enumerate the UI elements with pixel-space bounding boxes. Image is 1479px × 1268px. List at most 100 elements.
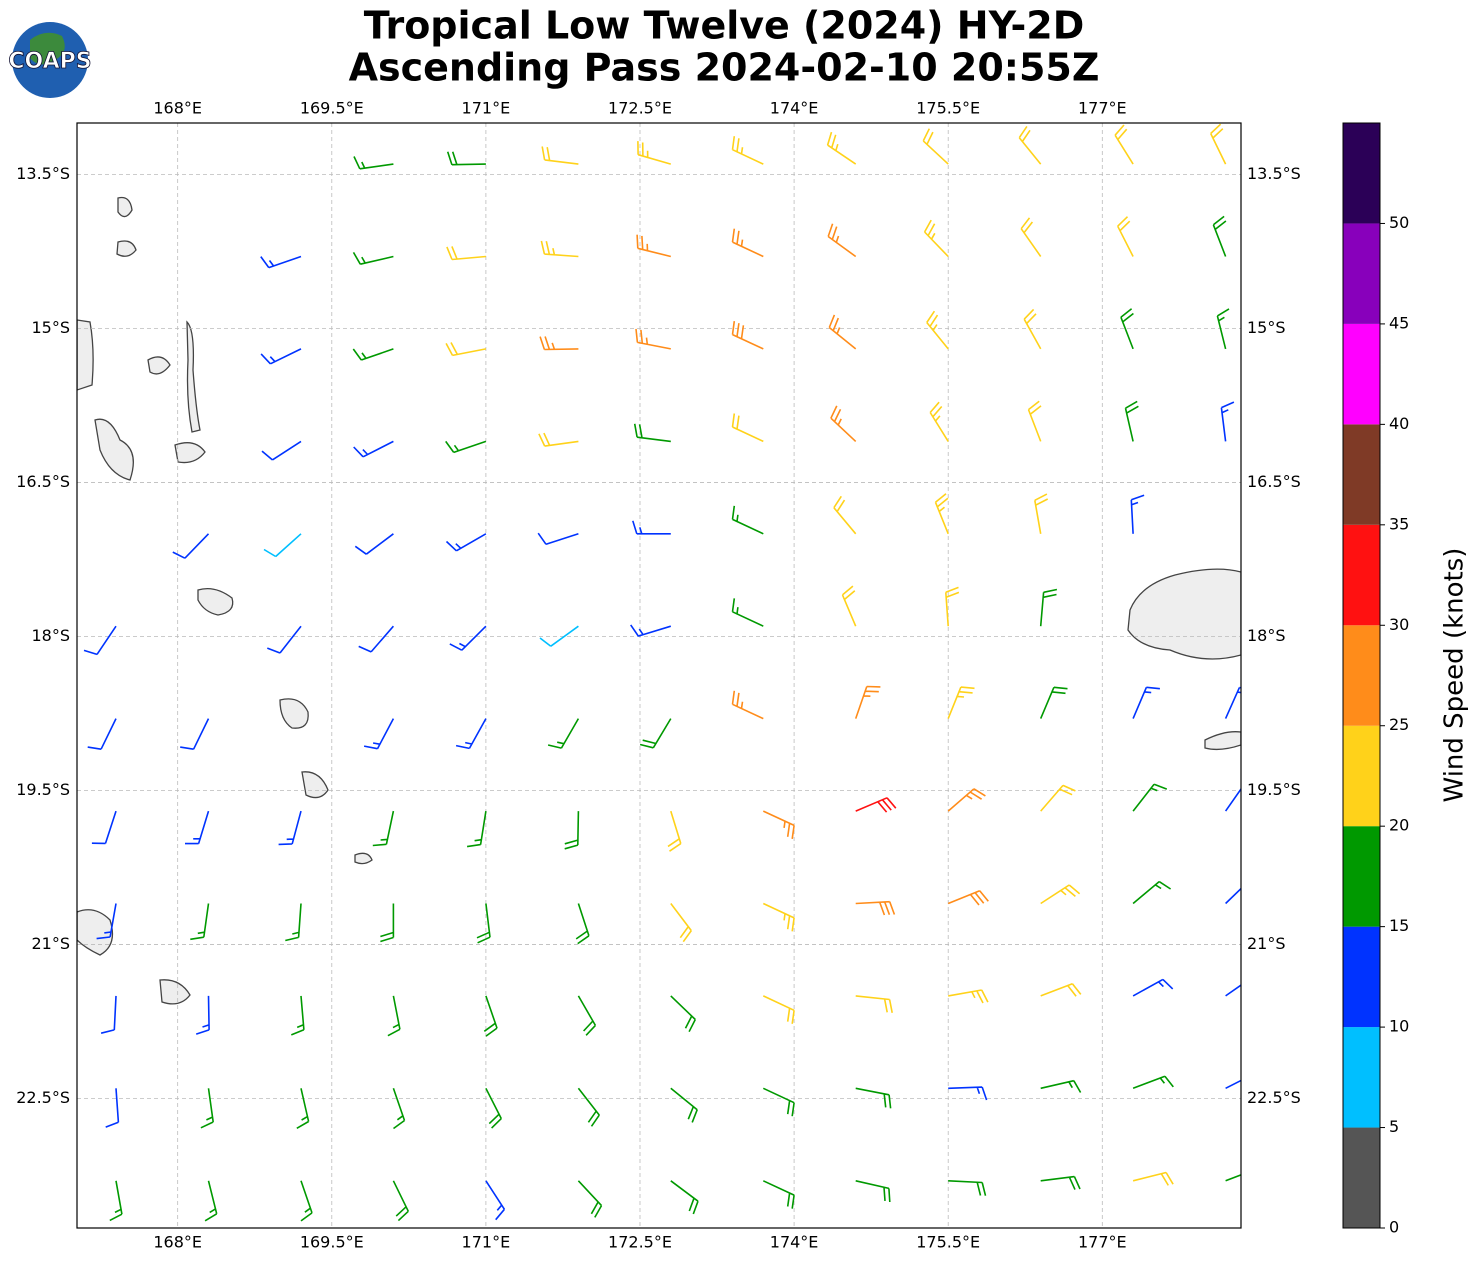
wind-barb — [392, 1088, 406, 1130]
wind-barb — [1132, 880, 1172, 905]
wind-barb — [466, 810, 487, 848]
wind-barb — [827, 223, 857, 258]
wind-barb — [1132, 978, 1174, 997]
wind-barb — [855, 900, 896, 916]
wind-barb — [731, 413, 764, 443]
wind-barb — [261, 440, 302, 461]
x-tick-label: 174°E — [770, 1233, 819, 1252]
map-frame — [76, 122, 1242, 1229]
island — [159, 979, 191, 1005]
island — [186, 320, 201, 433]
wind-barb — [762, 1180, 795, 1209]
wind-barb — [855, 797, 897, 813]
wind-barb — [575, 903, 590, 945]
wind-barb — [372, 810, 395, 847]
wind-barb — [1224, 787, 1241, 812]
wind-barb — [380, 903, 395, 943]
island — [279, 698, 309, 729]
wind-barb — [762, 1087, 795, 1117]
wind-barb — [1225, 1079, 1241, 1090]
wind-barb — [260, 255, 302, 269]
x-tick-label: 171°E — [462, 99, 511, 118]
colorbar-tick-label: 10 — [1389, 1017, 1409, 1036]
wind-barb — [83, 625, 117, 656]
wind-barb — [547, 718, 580, 749]
y-tick-label: 16.5°S — [1247, 472, 1301, 491]
island — [117, 196, 133, 218]
wind-barb — [855, 1087, 892, 1109]
wind-barb — [577, 1087, 600, 1127]
colorbar-tick-label: 5 — [1389, 1117, 1399, 1136]
island — [77, 319, 94, 391]
colorbar-segment — [1343, 123, 1380, 224]
wind-barb — [762, 902, 795, 932]
wind-barb — [446, 246, 486, 261]
y-tick-label: 22.5°S — [1247, 1088, 1301, 1107]
colorbar-segment — [1343, 926, 1380, 1028]
wind-barb — [539, 625, 579, 647]
wind-barb — [1224, 686, 1241, 719]
wind-barb — [934, 493, 949, 535]
wind-barb — [1132, 783, 1168, 812]
island — [147, 356, 171, 375]
wind-barb — [358, 625, 395, 653]
wind-barb — [263, 533, 302, 558]
colorbar-tick-label: 40 — [1389, 414, 1409, 433]
logo: COAPS — [8, 22, 92, 98]
wind-barb — [1040, 982, 1082, 997]
wind-barb — [455, 718, 487, 750]
logo-land — [30, 32, 65, 65]
logo-text: COAPS — [8, 49, 91, 74]
wind-barb — [476, 903, 491, 944]
y-tick-label: 16.5°S — [16, 472, 70, 491]
x-tick-label: 177°E — [1078, 99, 1127, 118]
wind-barb — [670, 1087, 698, 1123]
x-tick-label: 171°E — [462, 1233, 511, 1252]
wind-barb — [667, 810, 682, 852]
wind-barb — [1225, 887, 1241, 905]
plot-area — [77, 123, 1241, 1228]
y-tick-label: 21°S — [31, 934, 70, 953]
colorbar-segment — [1343, 1027, 1380, 1128]
wind-barb — [633, 423, 671, 443]
wind-barb — [195, 995, 210, 1035]
y-tick-label: 18°S — [1247, 626, 1286, 645]
wind-barb — [540, 240, 579, 258]
island — [301, 771, 329, 799]
wind-barb — [577, 995, 597, 1036]
wind-barb — [485, 1180, 506, 1221]
wind-barb — [830, 405, 857, 442]
wind-barb — [296, 1088, 310, 1129]
colorbar-tick-label: 45 — [1389, 313, 1409, 332]
wind-barb — [352, 348, 394, 361]
x-tick-label: 169.5°E — [300, 99, 364, 118]
wind-barb — [352, 252, 394, 265]
y-tick-label: 22.5°S — [16, 1088, 70, 1107]
island — [174, 442, 206, 464]
wind-barb — [854, 685, 881, 719]
chart-title: Ascending Pass 2024-02-10 20:55Z — [349, 46, 1100, 90]
colorbar-tick-label: 35 — [1389, 514, 1409, 533]
wind-barb — [1023, 308, 1042, 350]
wind-barb — [670, 1180, 699, 1215]
y-tick-label: 13.5°S — [16, 164, 70, 183]
wind-barb — [538, 432, 579, 447]
colorbar-segment — [1343, 826, 1380, 927]
wind-barb — [826, 131, 857, 165]
wind-barb — [278, 810, 302, 846]
colorbar-label: Wind Speed (knots) — [1440, 548, 1470, 803]
wind-barb — [1040, 1175, 1081, 1190]
colorbar-segment — [1343, 323, 1380, 425]
colorbar-segment — [1343, 524, 1380, 626]
wind-barb — [632, 520, 671, 535]
wind-barb — [855, 995, 893, 1013]
wind-barb — [91, 810, 117, 845]
colorbar-tick-label: 0 — [1389, 1218, 1399, 1237]
wind-barb — [387, 995, 401, 1037]
wind-barb — [948, 1086, 988, 1101]
wind-barb — [539, 336, 579, 351]
wind-barb — [635, 328, 671, 350]
wind-barb — [922, 128, 949, 165]
wind-barb — [445, 342, 487, 357]
y-tick-label: 13.5°S — [1247, 164, 1301, 183]
